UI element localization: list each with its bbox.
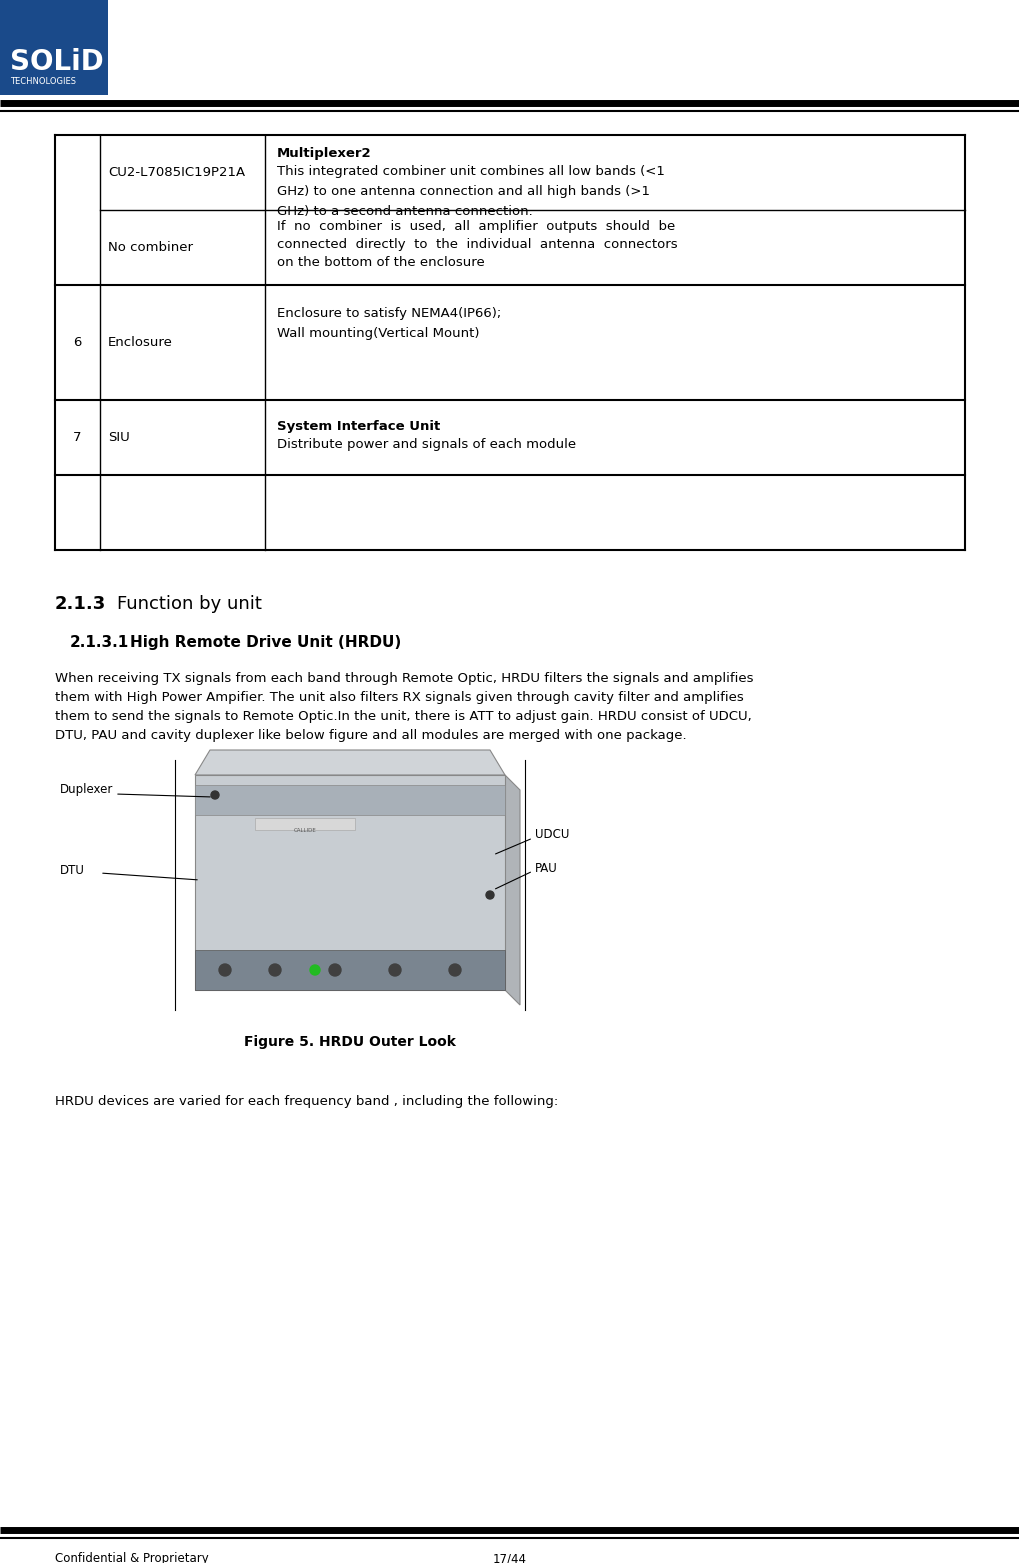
Text: This integrated combiner unit combines all low bands (<1: This integrated combiner unit combines a… [277,166,664,178]
Text: 6: 6 [73,336,82,349]
Text: DTU, PAU and cavity duplexer like below figure and all modules are merged with o: DTU, PAU and cavity duplexer like below … [55,728,687,742]
Text: SIU: SIU [108,431,129,444]
Text: 7: 7 [73,431,82,444]
Text: If  no  combiner  is  used,  all  amplifier  outputs  should  be: If no combiner is used, all amplifier ou… [277,220,676,233]
Circle shape [389,964,401,975]
Text: Multiplexer2: Multiplexer2 [277,147,372,159]
Text: connected  directly  to  the  individual  antenna  connectors: connected directly to the individual ant… [277,238,678,252]
Text: 17/44: 17/44 [492,1552,527,1563]
Bar [0,0,108,95]
Text: Figure 5. HRDU Outer Look: Figure 5. HRDU Outer Look [245,1035,455,1049]
Text: Confidential & Proprietary: Confidential & Proprietary [55,1552,209,1563]
Circle shape [486,891,494,899]
Text: CALLIDE: CALLIDE [293,827,316,833]
Text: Wall mounting(Vertical Mount): Wall mounting(Vertical Mount) [277,327,480,341]
Text: GHz) to a second antenna connection.: GHz) to a second antenna connection. [277,205,533,217]
Text: Distribute power and signals of each module: Distribute power and signals of each mod… [277,438,576,452]
Text: 2.1.3.1: 2.1.3.1 [70,635,129,650]
Text: PAU: PAU [535,861,557,875]
Text: Enclosure: Enclosure [108,336,173,349]
Text: on the bottom of the enclosure: on the bottom of the enclosure [277,256,485,269]
Text: 2.1.3: 2.1.3 [55,596,106,613]
Circle shape [269,964,281,975]
Polygon shape [195,750,505,775]
Text: Function by unit: Function by unit [117,596,262,613]
Text: DTU: DTU [60,863,85,877]
Circle shape [449,964,461,975]
Circle shape [329,964,341,975]
Bar [195,775,505,989]
Circle shape [219,964,231,975]
Circle shape [211,791,219,799]
Bar [255,817,355,830]
Text: No combiner: No combiner [108,241,193,255]
Text: UDCU: UDCU [535,828,570,841]
Text: Enclosure to satisfy NEMA4(IP66);: Enclosure to satisfy NEMA4(IP66); [277,306,501,320]
Text: HRDU devices are varied for each frequency band , including the following:: HRDU devices are varied for each frequen… [55,1096,558,1108]
Text: Duplexer: Duplexer [60,783,113,797]
Text: TECHNOLOGIES: TECHNOLOGIES [10,78,76,86]
Text: System Interface Unit: System Interface Unit [277,420,440,433]
Text: CU2-L7085IC19P21A: CU2-L7085IC19P21A [108,166,246,180]
Text: GHz) to one antenna connection and all high bands (>1: GHz) to one antenna connection and all h… [277,184,650,199]
Text: When receiving TX signals from each band through Remote Optic, HRDU filters the : When receiving TX signals from each band… [55,672,753,685]
Text: them to send the signals to Remote Optic.In the unit, there is ATT to adjust gai: them to send the signals to Remote Optic… [55,710,752,724]
Circle shape [310,964,320,975]
Bar [195,785,505,814]
Polygon shape [505,775,520,1005]
Text: SOLiD: SOLiD [10,48,104,77]
Text: them with High Power Ampifier. The unit also filters RX signals given through ca: them with High Power Ampifier. The unit … [55,691,744,703]
Bar [195,950,505,989]
Text: High Remote Drive Unit (HRDU): High Remote Drive Unit (HRDU) [130,635,401,650]
